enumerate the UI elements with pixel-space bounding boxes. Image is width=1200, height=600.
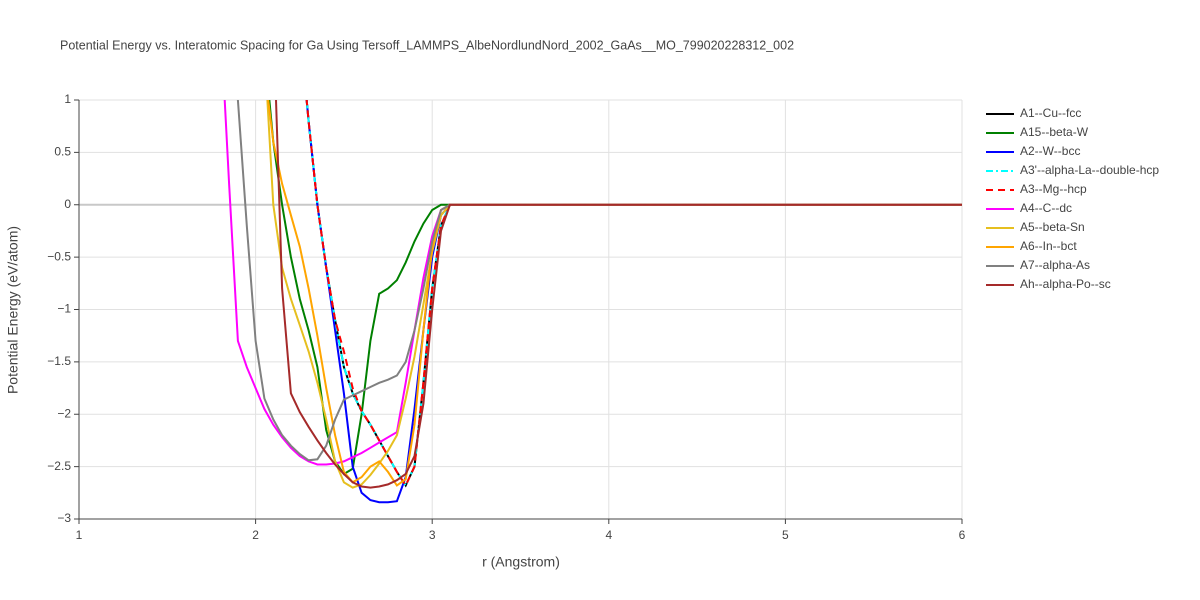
legend-label: Ah--alpha-Po--sc bbox=[1020, 277, 1111, 291]
legend-label: A3'--alpha-La--double-hcp bbox=[1020, 163, 1159, 177]
x-tick-label: 5 bbox=[782, 528, 789, 542]
plot-area bbox=[223, 100, 962, 504]
y-tick-label: −2.5 bbox=[47, 459, 71, 473]
legend-label: A3--Mg--hcp bbox=[1020, 182, 1087, 196]
series-line bbox=[305, 100, 962, 488]
x-tick-label: 4 bbox=[605, 528, 612, 542]
series-line bbox=[305, 100, 962, 504]
legend-label: A4--C--dc bbox=[1020, 201, 1072, 215]
series-line bbox=[223, 100, 962, 466]
legend-label: A2--W--bcc bbox=[1020, 144, 1080, 158]
chart-title: Potential Energy vs. Interatomic Spacing… bbox=[60, 38, 794, 52]
legend-label: A7--alpha-As bbox=[1020, 258, 1090, 272]
x-axis-title: r (Angstrom) bbox=[482, 554, 560, 570]
x-tick-label: 2 bbox=[252, 528, 259, 542]
series-line bbox=[236, 100, 962, 462]
x-tick-label: 1 bbox=[76, 528, 83, 542]
y-tick-label: −1 bbox=[57, 302, 71, 316]
legend-label: A6--In--bct bbox=[1020, 239, 1077, 253]
y-tick-label: −0.5 bbox=[47, 249, 71, 263]
y-axis-title: Potential Energy (eV/atom) bbox=[5, 226, 21, 394]
y-tick-label: 0.5 bbox=[54, 145, 71, 159]
x-tick-label: 6 bbox=[959, 528, 966, 542]
y-tick-label: −1.5 bbox=[47, 354, 71, 368]
legend-label: A1--Cu--fcc bbox=[1020, 106, 1081, 120]
legend: A1--Cu--fcc A15--beta-W A2--W--bcc A3'--alp… bbox=[986, 106, 1159, 291]
x-tick-label: 3 bbox=[429, 528, 436, 542]
y-tick-label: −3 bbox=[57, 511, 71, 525]
series-line bbox=[267, 100, 962, 487]
y-tick-label: −2 bbox=[57, 406, 71, 420]
y-tick-label: 1 bbox=[64, 92, 71, 106]
grid bbox=[78, 99, 963, 520]
series-line bbox=[268, 100, 962, 476]
y-tick-label: 0 bbox=[64, 197, 71, 211]
series-line bbox=[275, 100, 962, 489]
series-line bbox=[266, 100, 962, 489]
legend-label: A5--beta-Sn bbox=[1020, 220, 1085, 234]
legend-label: A15--beta-W bbox=[1020, 125, 1089, 139]
